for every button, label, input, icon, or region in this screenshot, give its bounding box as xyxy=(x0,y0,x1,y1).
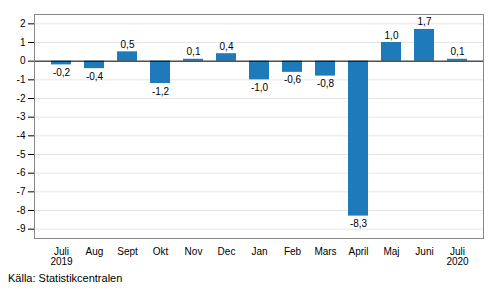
svg-text:Sept: Sept xyxy=(117,246,138,257)
svg-text:1,0: 1,0 xyxy=(385,30,399,41)
svg-text:0,1: 0,1 xyxy=(451,46,465,57)
svg-text:-8,3: -8,3 xyxy=(350,218,368,229)
svg-text:-4: -4 xyxy=(17,130,26,141)
svg-text:2: 2 xyxy=(20,18,26,29)
svg-text:Nov: Nov xyxy=(185,246,203,257)
svg-text:-0,8: -0,8 xyxy=(317,78,335,89)
svg-text:-9: -9 xyxy=(17,223,26,234)
svg-text:April: April xyxy=(348,246,368,257)
svg-text:-6: -6 xyxy=(17,167,26,178)
svg-text:0,4: 0,4 xyxy=(220,41,234,52)
svg-text:Maj: Maj xyxy=(383,246,399,257)
svg-text:-3: -3 xyxy=(17,111,26,122)
svg-text:1: 1 xyxy=(20,37,26,48)
svg-text:Juli2020: Juli2020 xyxy=(446,246,469,267)
svg-text:Juni: Juni xyxy=(415,246,433,257)
svg-text:-1,0: -1,0 xyxy=(251,82,269,93)
svg-text:1,7: 1,7 xyxy=(418,16,432,27)
svg-text:Juli2019: Juli2019 xyxy=(50,246,73,267)
svg-text:-2: -2 xyxy=(17,93,26,104)
svg-text:Mars: Mars xyxy=(314,246,336,257)
svg-text:-8: -8 xyxy=(17,205,26,216)
svg-text:Dec: Dec xyxy=(218,246,236,257)
svg-text:Aug: Aug xyxy=(86,246,104,257)
svg-text:-0,2: -0,2 xyxy=(53,67,71,78)
svg-text:0,1: 0,1 xyxy=(187,46,201,57)
svg-text:-7: -7 xyxy=(17,186,26,197)
svg-text:Jan: Jan xyxy=(251,246,267,257)
svg-text:Okt: Okt xyxy=(153,246,169,257)
html-text:Källa: Statistikcentralen: Källa: Statistikcentralen xyxy=(8,272,123,284)
svg-text:-5: -5 xyxy=(17,149,26,160)
svg-text:0: 0 xyxy=(20,55,26,66)
svg-text:-1: -1 xyxy=(17,74,26,85)
svg-text:0,5: 0,5 xyxy=(121,39,135,50)
svg-text:-0,4: -0,4 xyxy=(86,71,104,82)
svg-text:-0,6: -0,6 xyxy=(284,74,302,85)
svg-text:-1,2: -1,2 xyxy=(152,86,170,97)
svg-text:Feb: Feb xyxy=(284,246,302,257)
